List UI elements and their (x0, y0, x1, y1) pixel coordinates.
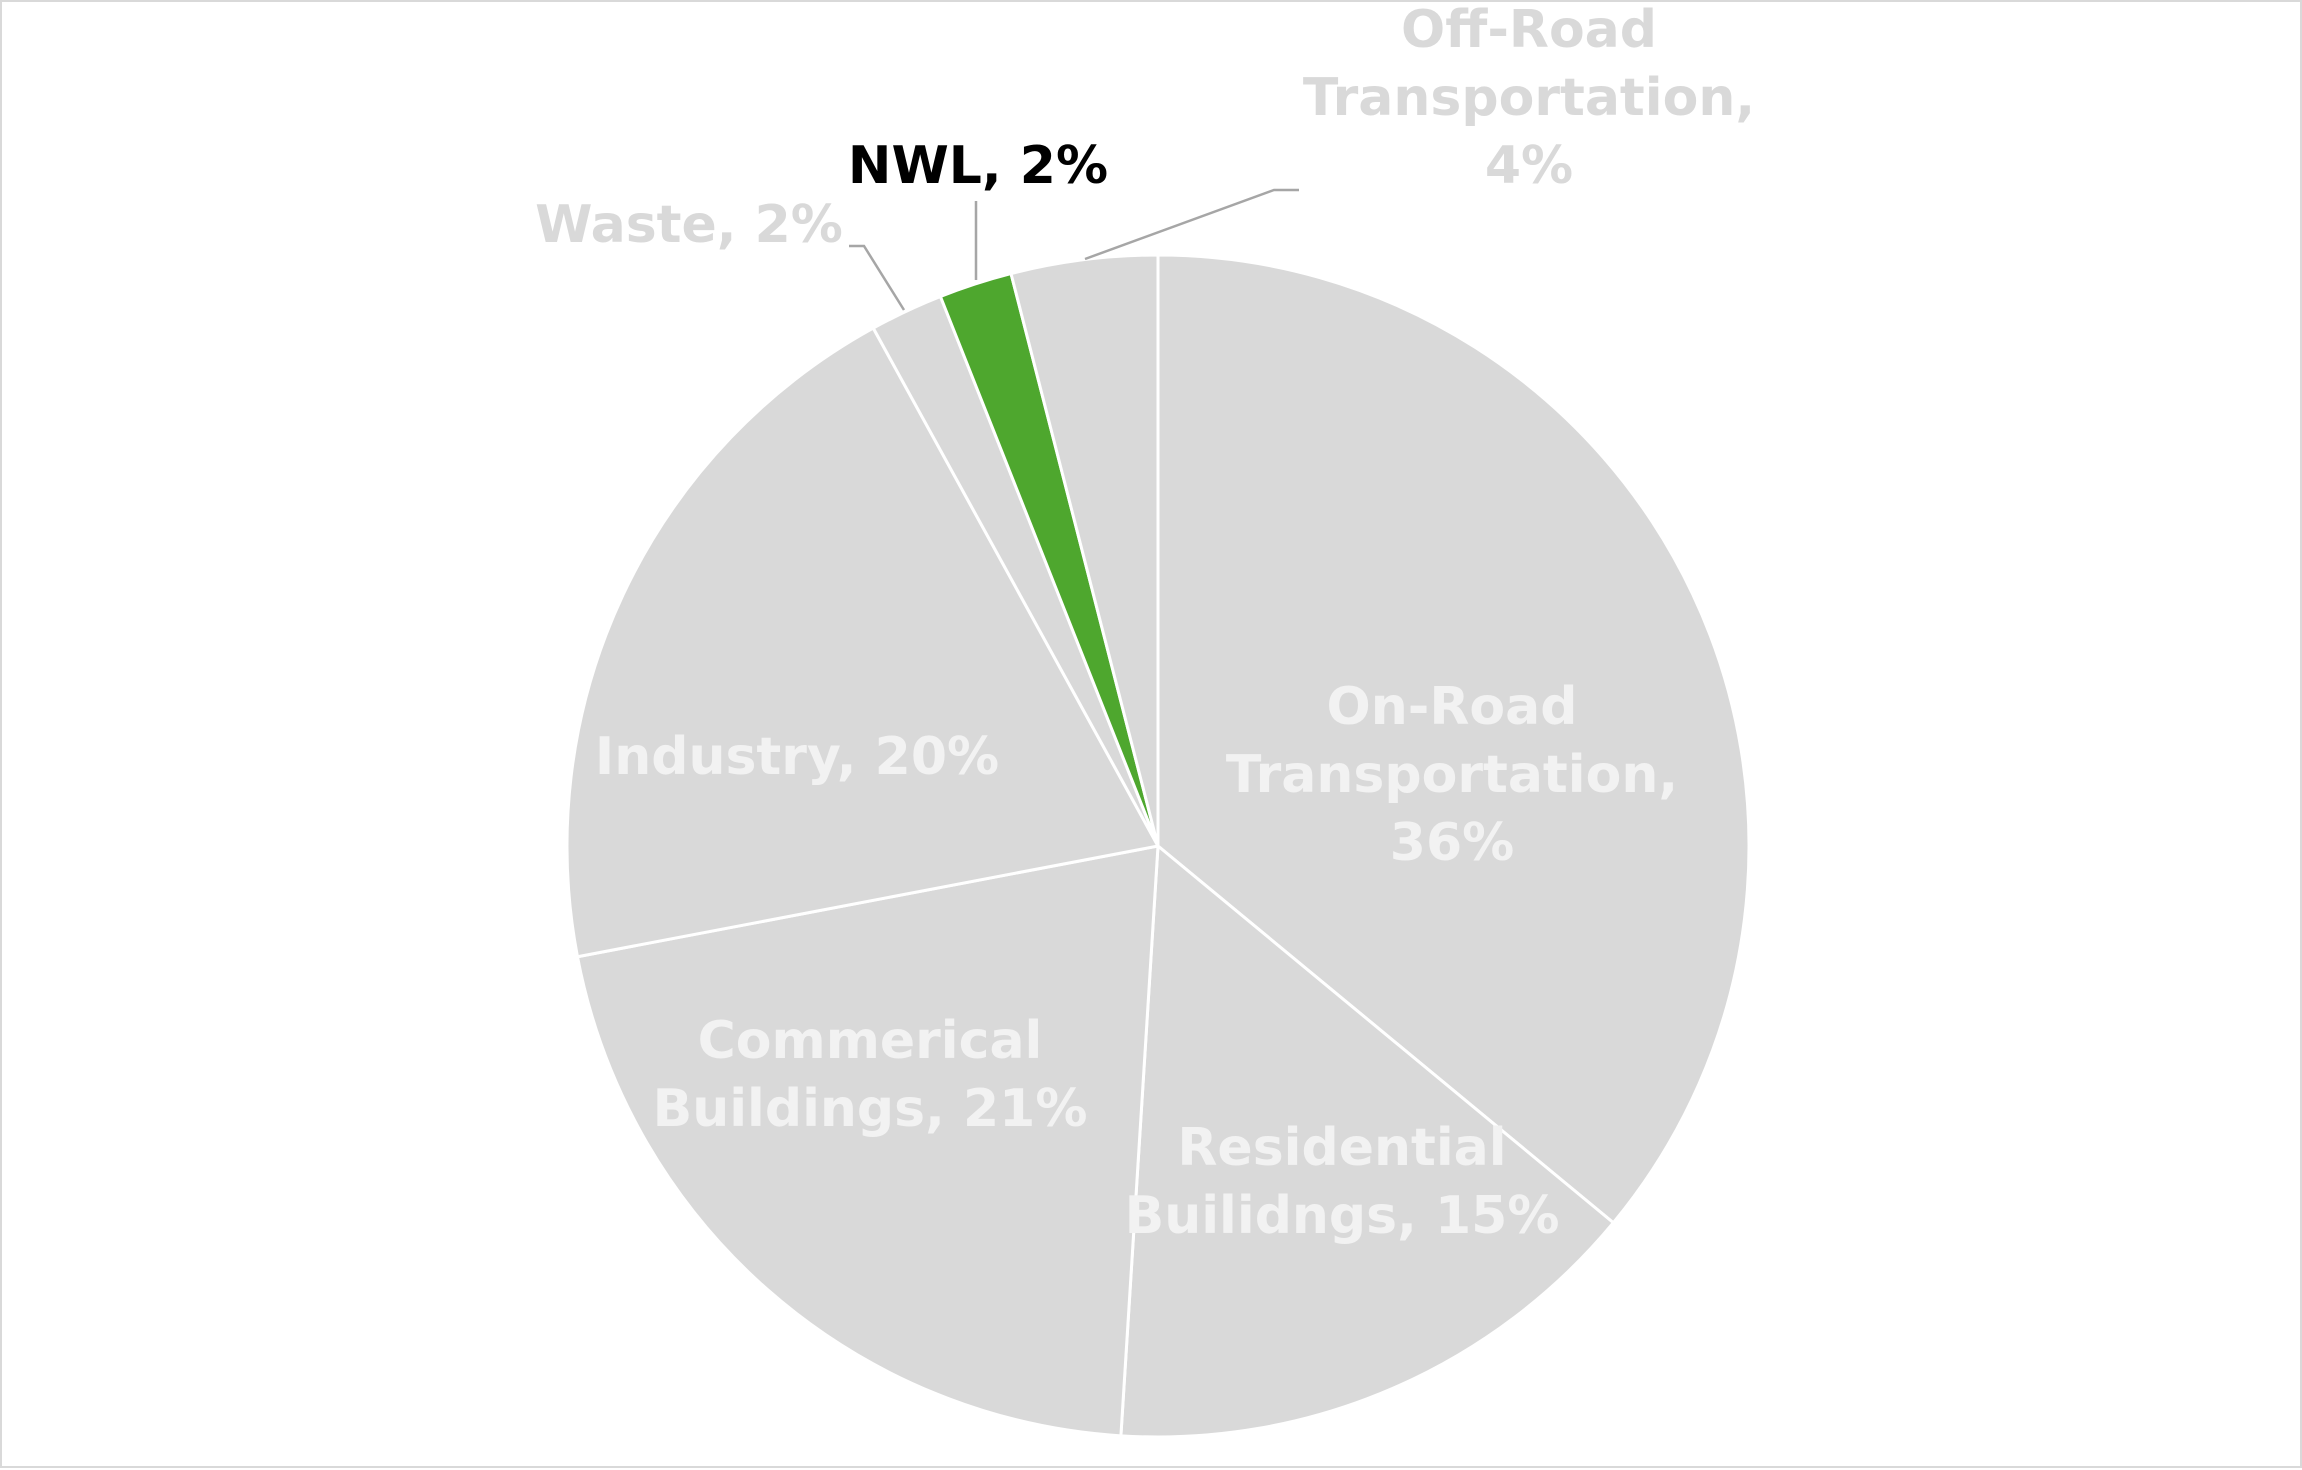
data-label-industry: Industry, 20% (595, 727, 999, 787)
data-label-waste: Waste, 2% (535, 195, 843, 255)
data-label-nwl: NWL, 2% (848, 136, 1108, 196)
data-label-line: Residential (1177, 1118, 1506, 1178)
data-label-line: Builidngs, 15% (1125, 1186, 1560, 1246)
leader-line-off-road-transportation (1084, 188, 1299, 261)
data-label-line: Buildings, 21% (653, 1079, 1088, 1139)
data-label-line: NWL, 2% (848, 136, 1108, 196)
leader-line-waste (849, 244, 906, 311)
data-label-line: 4% (1485, 136, 1573, 196)
data-label-line: Off-Road (1401, 2, 1657, 60)
data-label-line: Transportation, (1303, 68, 1755, 128)
data-label-line: Waste, 2% (535, 195, 843, 255)
leader-lines (849, 188, 1299, 311)
data-label-line: Commerical (698, 1011, 1043, 1071)
pie-slice-commerical-buildings[interactable] (575, 844, 1160, 1438)
data-label-line: On-Road (1327, 677, 1578, 737)
data-label-on-road-transportation: On-Road Transportation, 36% (1226, 677, 1678, 873)
pie-slice-off-road-transportation[interactable] (1009, 253, 1160, 848)
pie-slices (565, 253, 1751, 1439)
data-label-line: Transportation, (1226, 745, 1678, 805)
pie-slice-residential-builidngs[interactable] (1119, 844, 1615, 1439)
data-label-commerical-buildings: Commerical Buildings, 21% (653, 1011, 1088, 1139)
data-label-off-road-transportation: Off-Road Transportation, 4% (1303, 2, 1755, 196)
pie-slice-on-road-transportation[interactable] (1156, 253, 1751, 1225)
data-label-line: Industry, 20% (595, 727, 999, 787)
pie-slice-industry[interactable] (565, 326, 1160, 959)
data-label-residential-builidngs: Residential Builidngs, 15% (1125, 1118, 1560, 1246)
data-labels: On-Road Transportation, 36% Residential Buil… (535, 2, 1755, 1246)
data-label-line: 36% (1390, 813, 1514, 873)
